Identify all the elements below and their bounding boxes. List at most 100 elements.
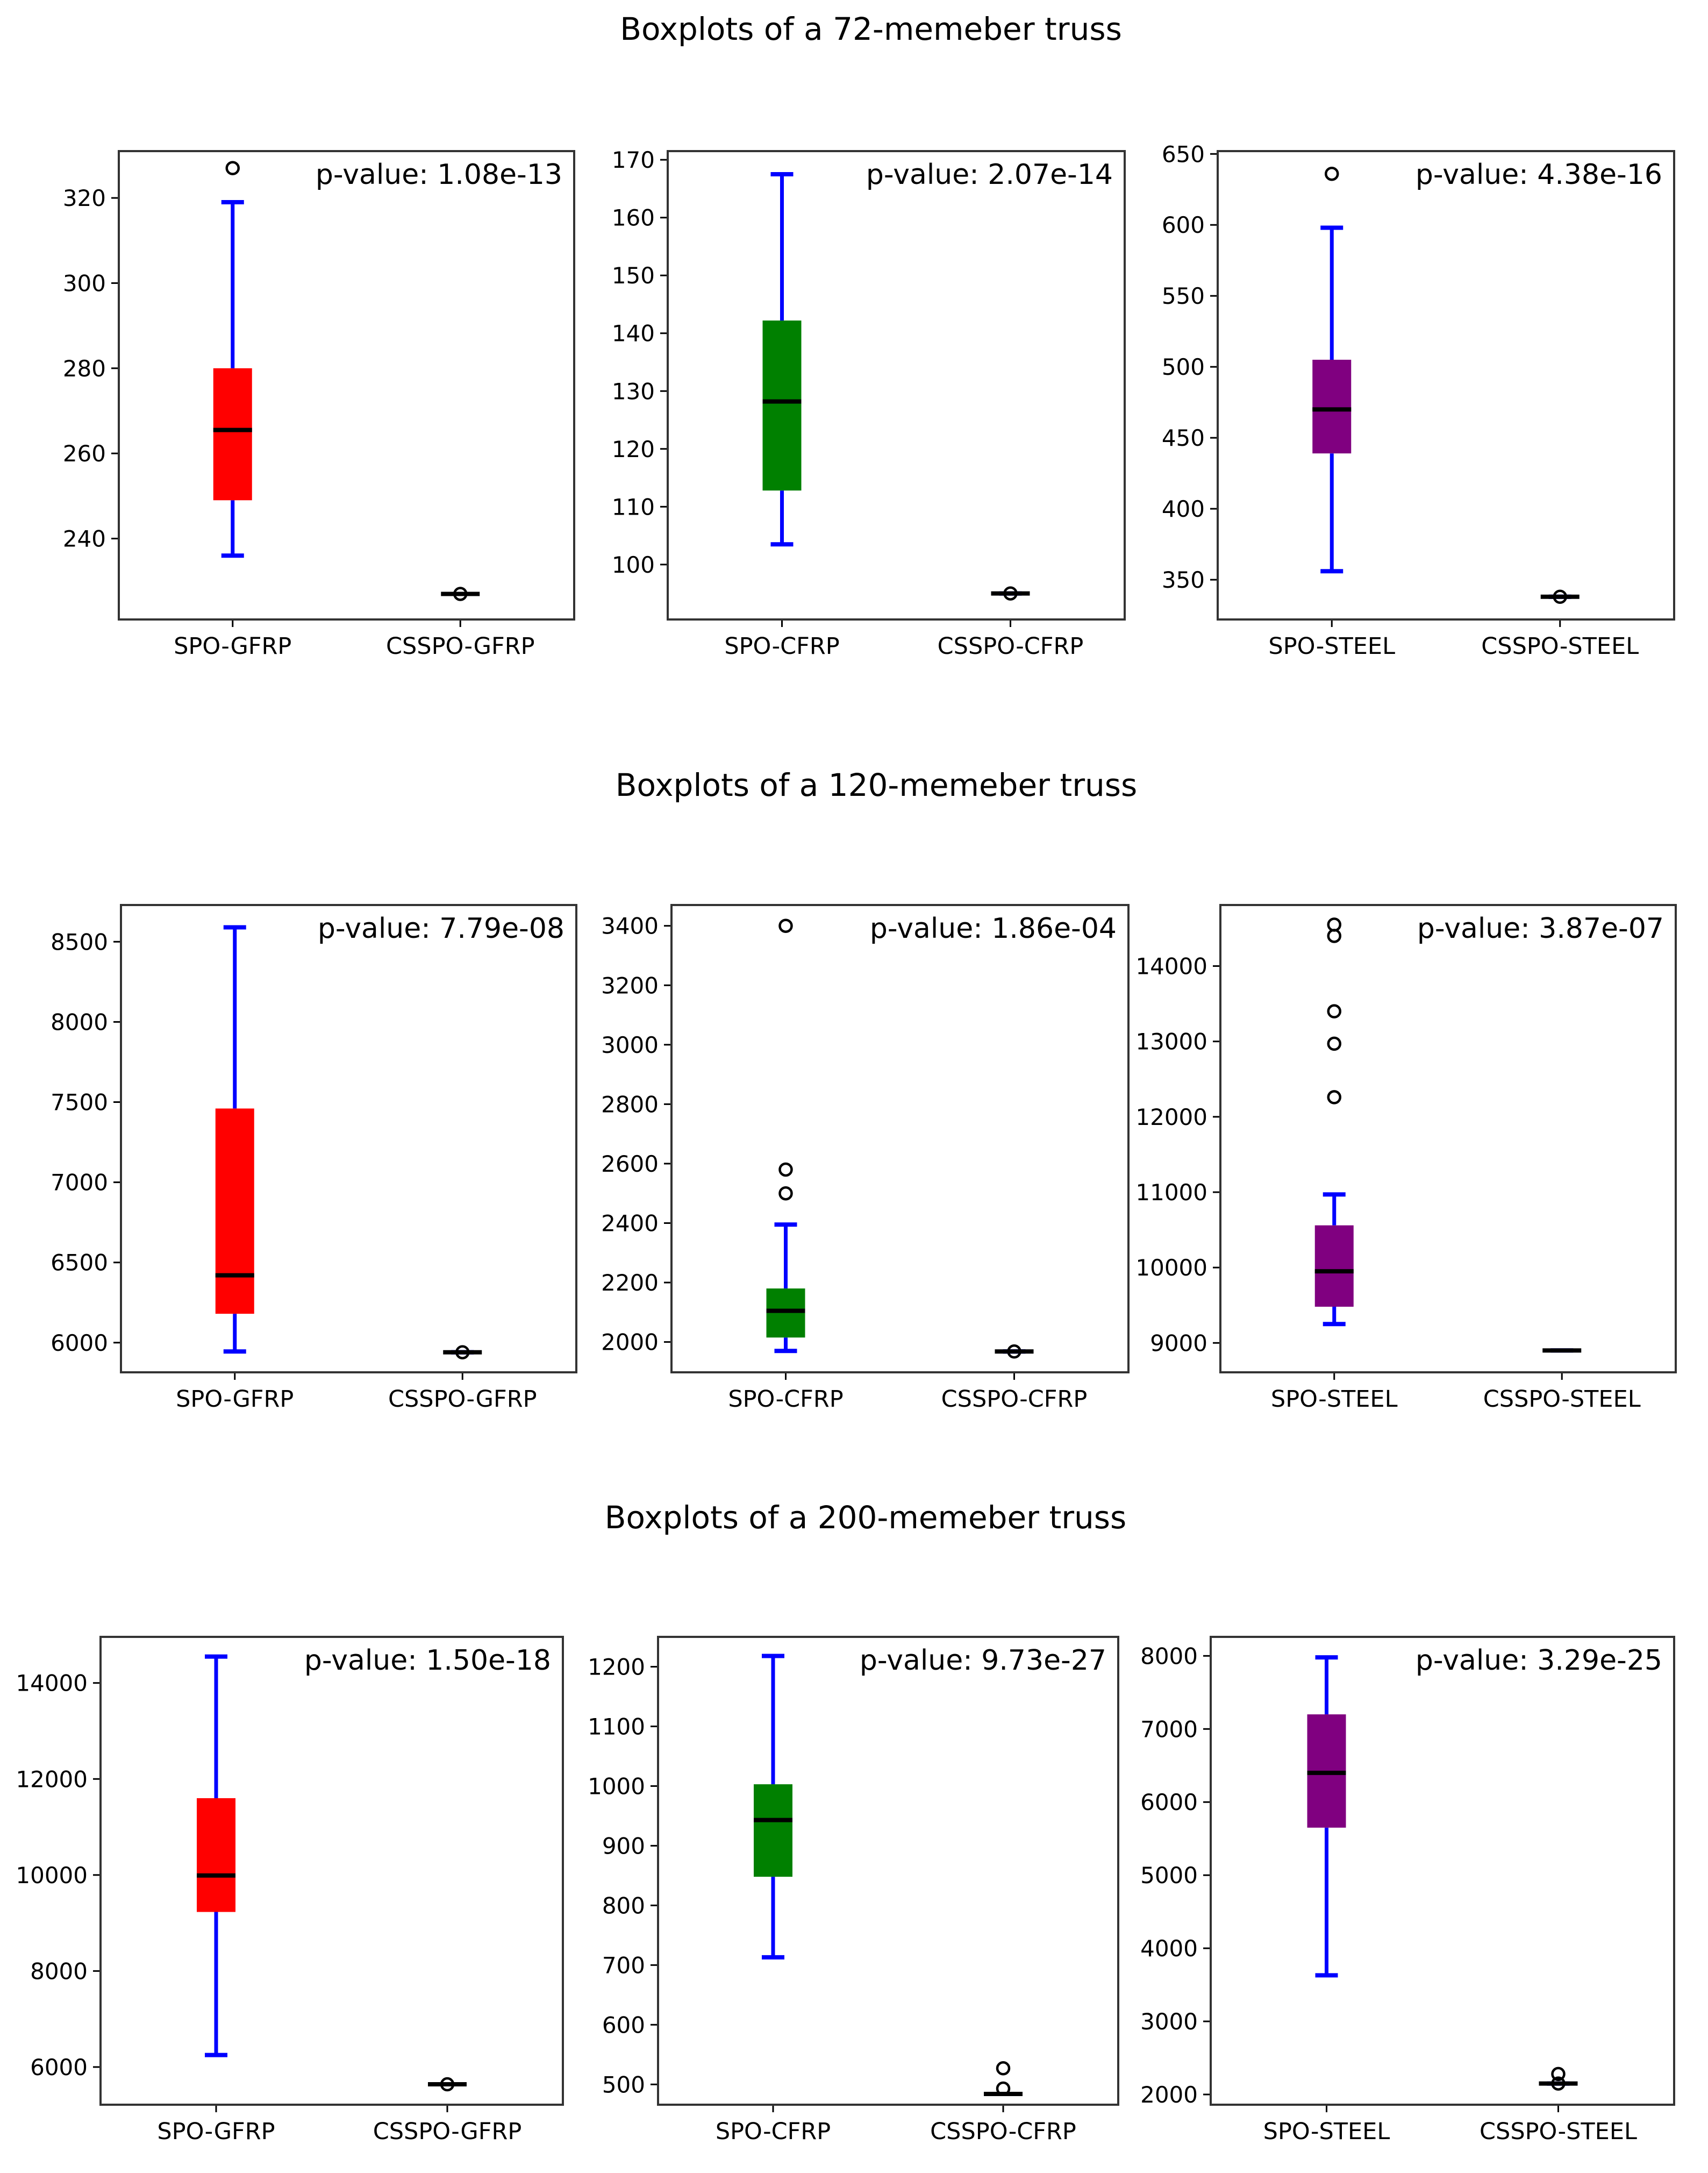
y-tick-label: 650: [1162, 141, 1205, 167]
boxplot-panel: 2000 2200 2400 2600 2800 3000 3200 3400 SPO-CFRP…: [601, 904, 1130, 1413]
y-tick-label: 500: [602, 2071, 645, 2098]
boxplot-panel: 100 110 120 130 140 150 160 170 SPO-CFRP CSSPO-CF…: [612, 147, 1126, 660]
category-label: SPO-CFRP: [724, 633, 839, 660]
y-tick-label: 8000: [30, 1958, 88, 1984]
boxplot-panel: 500 600 700 800 900 1000 1100 1200 SPO-CFRP CSSPO…: [588, 1636, 1119, 2145]
category-label: CSSPO-GFRP: [388, 1386, 537, 1413]
plot-frame: [1219, 904, 1677, 1373]
y-tick-label: 3000: [1140, 2008, 1198, 2035]
category-label: CSSPO-CFRP: [941, 1386, 1088, 1413]
outlier-point: [453, 587, 468, 601]
section-title: Boxplots of a 120-memeber truss: [616, 767, 1138, 803]
outlier-point: [1325, 166, 1339, 181]
y-tick-label: 260: [63, 440, 106, 467]
p-value-label: p-value: 1.86e-04: [870, 913, 1117, 945]
outlier-point: [1551, 2076, 1566, 2091]
y-tick-label: 2200: [601, 1270, 659, 1296]
iqr-box: [766, 1288, 805, 1338]
outlier-point: [1327, 1036, 1341, 1051]
y-tick-label: 2000: [1140, 2082, 1198, 2108]
category-label: CSSPO-GFRP: [373, 2118, 522, 2145]
y-tick-label: 160: [612, 205, 655, 231]
y-tick-label: 450: [1162, 425, 1205, 451]
outlier-point: [1007, 1344, 1021, 1359]
p-value-label: p-value: 1.08e-13: [316, 159, 562, 191]
y-tick-label: 9000: [1150, 1330, 1207, 1356]
y-tick-label: 4000: [1140, 1935, 1198, 1962]
boxplot-panel: 6000 8000 10000 12000 14000 SPO-GFRP CSSPO-GFR…: [16, 1636, 564, 2145]
category-label: CSSPO-GFRP: [386, 633, 535, 660]
y-tick-label: 12000: [1135, 1104, 1207, 1130]
category-label: SPO-GFRP: [174, 633, 291, 660]
y-tick-label: 5000: [1140, 1862, 1198, 1889]
y-tick-label: 700: [602, 1952, 645, 1978]
y-tick-label: 100: [612, 552, 655, 578]
y-tick-label: 600: [1162, 212, 1205, 238]
y-tick-label: 10000: [16, 1862, 88, 1889]
y-tick-label: 300: [63, 270, 106, 296]
plot-frame: [120, 904, 577, 1373]
y-tick-label: 150: [612, 262, 655, 289]
category-label: SPO-GFRP: [157, 2118, 275, 2145]
p-value-label: p-value: 4.38e-16: [1416, 159, 1662, 191]
section-title: Boxplots of a 200-memeber truss: [605, 1499, 1127, 1536]
y-tick-label: 6000: [51, 1330, 108, 1356]
y-tick-label: 10000: [1135, 1255, 1207, 1281]
iqr-box: [213, 368, 252, 501]
y-tick-label: 7000: [1140, 1716, 1198, 1742]
y-tick-label: 550: [1162, 283, 1205, 309]
boxplot-panel: 350 400 450 500 550 600 650 SPO-STEEL CSSPO-STEE…: [1162, 141, 1675, 660]
section-title: Boxplots of a 72-memeber truss: [620, 11, 1122, 47]
y-tick-label: 7000: [51, 1170, 108, 1196]
y-tick-label: 900: [602, 1833, 645, 1859]
outlier-point: [996, 2081, 1011, 2096]
y-tick-label: 170: [612, 147, 655, 173]
outlier-point: [455, 1345, 470, 1359]
p-value-label: p-value: 3.29e-25: [1416, 1644, 1662, 1677]
y-tick-label: 1100: [588, 1713, 645, 1740]
p-value-label: p-value: 1.50e-18: [304, 1644, 551, 1677]
y-tick-label: 1000: [588, 1773, 645, 1799]
y-tick-label: 130: [612, 378, 655, 404]
y-tick-label: 13000: [1135, 1029, 1207, 1055]
y-tick-label: 800: [602, 1892, 645, 1919]
y-tick-label: 600: [602, 2012, 645, 2038]
outlier-point: [1003, 586, 1018, 601]
outlier-point: [225, 161, 240, 175]
y-tick-label: 2400: [601, 1210, 659, 1236]
y-tick-label: 2600: [601, 1151, 659, 1177]
y-tick-label: 6500: [51, 1250, 108, 1276]
y-tick-label: 120: [612, 436, 655, 462]
outlier-point: [1327, 1090, 1341, 1105]
outlier-point: [1551, 2067, 1566, 2082]
y-tick-label: 12000: [16, 1766, 88, 1792]
category-label: SPO-CFRP: [728, 1386, 843, 1413]
boxplot-panel: 240 260 280 300 320 SPO-GFRP CSSPO-GFRP p-value…: [63, 150, 575, 660]
y-tick-label: 2000: [601, 1329, 659, 1356]
y-tick-label: 6000: [1140, 1789, 1198, 1815]
y-tick-label: 280: [63, 355, 106, 382]
plot-frame: [99, 1636, 564, 2106]
y-tick-label: 400: [1162, 496, 1205, 522]
y-tick-label: 11000: [1135, 1179, 1207, 1206]
iqr-box: [1314, 1225, 1354, 1307]
y-tick-label: 320: [63, 185, 106, 211]
boxplot-panel: 2000 3000 4000 5000 6000 7000 8000 SPO-STEEL CSS…: [1140, 1636, 1675, 2145]
y-tick-label: 1200: [588, 1654, 645, 1680]
plot-frame: [118, 150, 575, 621]
y-tick-label: 6000: [30, 2054, 88, 2081]
outlier-point: [778, 918, 793, 933]
category-label: SPO-GFRP: [176, 1386, 294, 1413]
category-label: CSSPO-CFRP: [938, 633, 1084, 660]
p-value-label: p-value: 3.87e-07: [1417, 913, 1664, 945]
y-tick-label: 14000: [16, 1670, 88, 1697]
category-label: CSSPO-STEEL: [1480, 2118, 1637, 2145]
y-tick-label: 8500: [51, 929, 108, 955]
p-value-label: p-value: 2.07e-14: [866, 159, 1113, 191]
outlier-point: [440, 2077, 455, 2092]
iqr-box: [215, 1108, 254, 1314]
y-tick-label: 2800: [601, 1091, 659, 1117]
y-tick-label: 140: [612, 320, 655, 347]
outlier-point: [1327, 917, 1341, 932]
outlier-point: [1327, 1004, 1341, 1018]
